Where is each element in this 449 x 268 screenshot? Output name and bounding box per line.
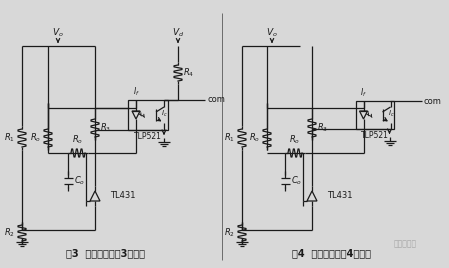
- Text: $C_o$: $C_o$: [74, 175, 85, 187]
- Text: $R_4$: $R_4$: [183, 67, 194, 79]
- Text: $V_o$: $V_o$: [52, 27, 64, 39]
- Text: TLP521: TLP521: [134, 132, 162, 141]
- Text: 图3  光耦反馈的第3种接法: 图3 光耦反馈的第3种接法: [66, 248, 145, 258]
- Text: $I_f$: $I_f$: [360, 87, 367, 99]
- Text: TLP521: TLP521: [361, 131, 389, 140]
- Text: 电子发烧友: 电子发烧友: [393, 239, 417, 248]
- Text: com: com: [424, 96, 442, 106]
- Text: com: com: [207, 95, 225, 105]
- Text: $I_f$: $I_f$: [132, 85, 139, 98]
- Text: TL431: TL431: [327, 192, 352, 200]
- Text: $I_c$: $I_c$: [387, 109, 394, 119]
- Text: $R_o$: $R_o$: [290, 133, 300, 146]
- Text: $R_o$: $R_o$: [72, 133, 84, 146]
- Text: $C_o$: $C_o$: [291, 175, 302, 187]
- Bar: [128, 100, 168, 130]
- Bar: [356, 101, 394, 129]
- Text: $I_c$: $I_c$: [161, 109, 167, 119]
- Text: $R_2$: $R_2$: [4, 227, 15, 239]
- Text: $R_1$: $R_1$: [224, 132, 235, 144]
- Text: $V_o$: $V_o$: [266, 27, 278, 39]
- Text: $R_1$: $R_1$: [4, 132, 15, 144]
- Text: $R_o$: $R_o$: [30, 132, 41, 144]
- Text: $R_2$: $R_2$: [224, 227, 235, 239]
- Text: $V_d$: $V_d$: [172, 27, 184, 39]
- Text: $R_o$: $R_o$: [249, 132, 260, 144]
- Text: TL431: TL431: [110, 192, 136, 200]
- Text: 图4  光耦反馈的第4种接法: 图4 光耦反馈的第4种接法: [292, 248, 371, 258]
- Text: $R_3$: $R_3$: [317, 122, 328, 134]
- Text: $R_3$: $R_3$: [100, 122, 111, 134]
